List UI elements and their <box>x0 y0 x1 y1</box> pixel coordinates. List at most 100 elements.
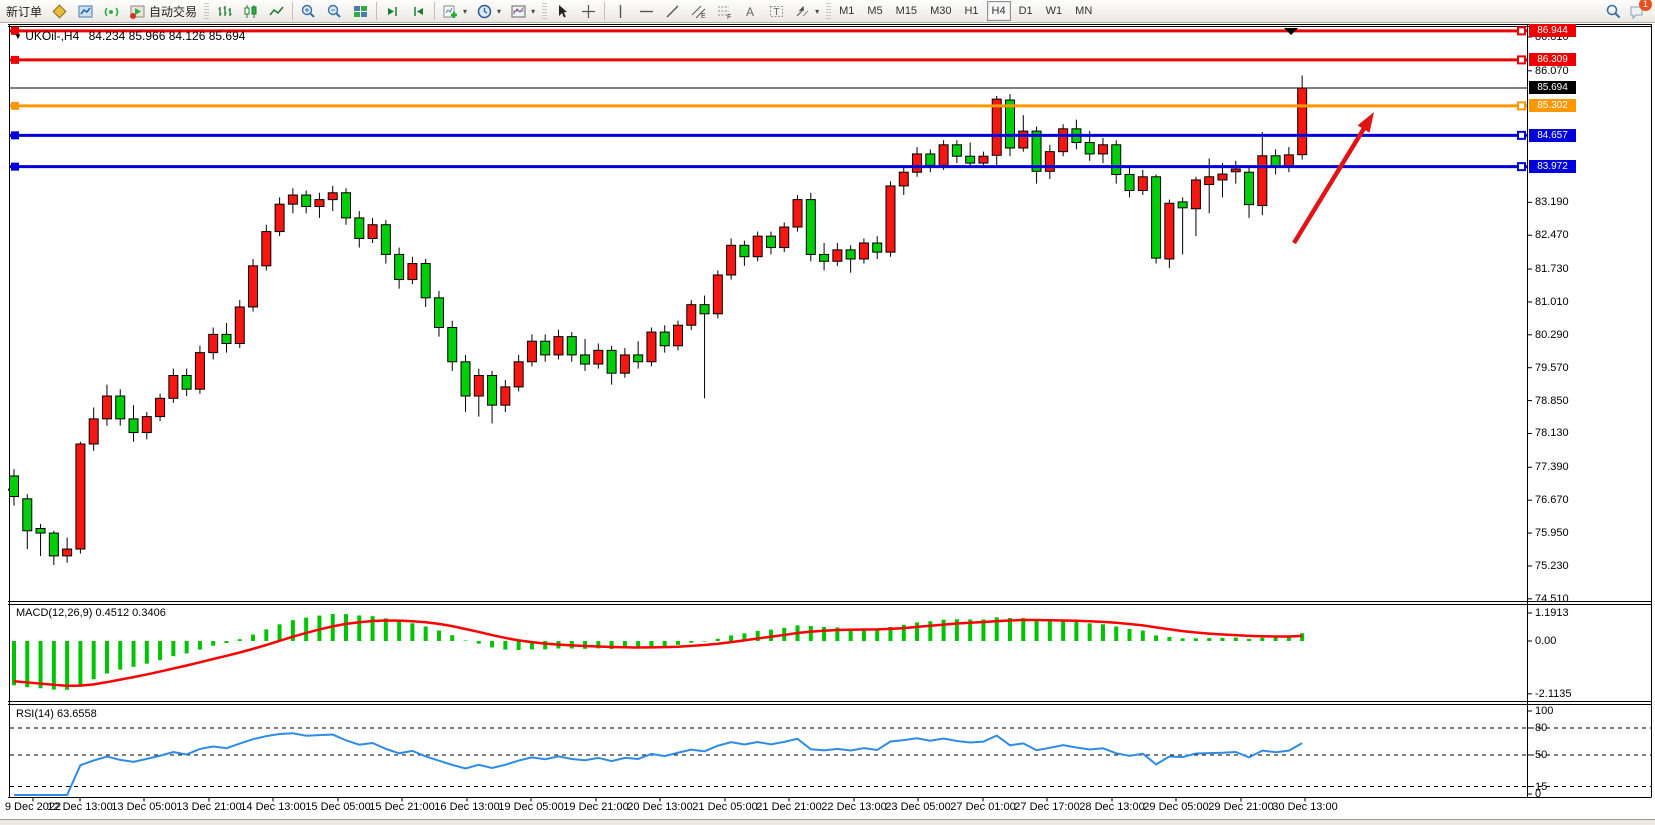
zoom-out-icon <box>327 4 341 18</box>
hline-handle[interactable] <box>11 55 19 64</box>
hline-tool-button[interactable] <box>634 0 659 22</box>
fibonacci-tool-button[interactable]: F <box>712 0 737 22</box>
hline-handle[interactable] <box>1517 55 1526 65</box>
chart-shift-button[interactable] <box>406 0 431 22</box>
price-line-badge: 83.972 <box>1529 160 1576 174</box>
add-indicator-icon <box>443 5 458 18</box>
hline-handle[interactable] <box>11 101 19 110</box>
price-tick: 82.470 <box>1535 229 1569 242</box>
timeframe-button-d1[interactable]: D1 <box>1018 5 1033 17</box>
annotation-arrow-head[interactable] <box>1357 112 1374 133</box>
price-line-badge: 84.657 <box>1529 128 1576 142</box>
time-label: 16 Dec 13:00 <box>434 801 500 813</box>
notifications-button[interactable]: 1 <box>1628 0 1652 20</box>
toolbar-separator <box>376 2 378 20</box>
timeframe-button-m5[interactable]: M5 <box>867 5 883 17</box>
price-tick: 76.670 <box>1535 494 1569 507</box>
hline-handle[interactable] <box>1517 130 1526 140</box>
period-button[interactable]: ▾ <box>472 0 505 22</box>
line-chart-button[interactable] <box>264 0 289 22</box>
chart-shift-marker[interactable] <box>1284 28 1298 35</box>
timeframe-button-w1[interactable]: W1 <box>1045 5 1063 17</box>
new-order-button[interactable]: 新订单 <box>2 0 46 22</box>
text-label-icon: T <box>770 5 784 18</box>
candle <box>593 349 604 365</box>
price-line-badge: 86.309 <box>1529 53 1576 67</box>
candle <box>1058 128 1069 153</box>
market-watch-button[interactable] <box>73 0 98 22</box>
candle <box>248 265 259 308</box>
candle <box>858 242 869 260</box>
vline-tool-button[interactable] <box>608 0 633 22</box>
timeframe-button-m1[interactable]: M1 <box>839 5 855 17</box>
time-label: 19 Dec 05:00 <box>498 801 564 813</box>
time-label: 30 Dec 13:00 <box>1272 801 1338 813</box>
candle <box>845 249 856 260</box>
macd-axis-tick: 0.00 <box>1535 635 1557 647</box>
candle <box>407 263 418 281</box>
candle <box>101 395 112 420</box>
trendline-icon <box>666 5 679 17</box>
hline-handle[interactable] <box>1517 162 1526 172</box>
add-indicator-button[interactable]: ▾ <box>438 0 471 22</box>
candle <box>1005 99 1015 149</box>
candle <box>526 340 537 363</box>
candle <box>566 336 577 356</box>
hline-handle[interactable] <box>11 162 19 171</box>
zoom-in-button[interactable] <box>296 0 321 22</box>
annotation-arrow[interactable] <box>1292 124 1368 245</box>
crosshair-button[interactable] <box>576 0 601 22</box>
candle <box>314 199 325 207</box>
hline-handle[interactable] <box>11 131 19 140</box>
hline-handle[interactable] <box>1517 26 1526 36</box>
candlestick-chart-icon <box>244 4 257 18</box>
candle <box>274 203 285 233</box>
signals-button[interactable] <box>99 0 124 22</box>
toolbar-separator <box>604 2 606 20</box>
time-label: 22 Dec 13:00 <box>821 801 887 813</box>
timeframe-button-h4[interactable]: H4 <box>986 1 1011 21</box>
text-tool-button[interactable]: A <box>738 0 763 22</box>
timeframe-button-h1[interactable]: H1 <box>964 5 979 17</box>
candle <box>261 231 272 267</box>
candlestick-chart-button[interactable] <box>238 0 263 22</box>
tile-windows-button[interactable] <box>348 0 373 22</box>
hline-handle[interactable] <box>11 26 19 35</box>
candle <box>832 249 843 262</box>
autotrading-button[interactable]: 自动交易 <box>125 0 201 22</box>
timeframe-group: M1 M5 M15 M30 H1 H4 D1 W1 MN <box>834 1 1097 21</box>
chevron-down-icon[interactable]: ▼ <box>14 32 22 41</box>
chart-plot[interactable] <box>0 23 1655 825</box>
candle <box>553 336 564 356</box>
cursor-button[interactable] <box>550 0 575 22</box>
trendline-tool-button[interactable] <box>660 0 685 22</box>
shapes-tool-button[interactable]: ▾ <box>790 0 823 22</box>
chart-ohlc-values: 84.234 85.966 84.126 85.694 <box>88 29 246 43</box>
candle <box>1031 130 1042 172</box>
candle <box>155 397 166 418</box>
price-tick: 75.950 <box>1535 527 1569 540</box>
timeframe-button-m15[interactable]: M15 <box>895 5 918 17</box>
price-line-badge: 86.944 <box>1529 24 1576 38</box>
time-label: 20 Dec 13:00 <box>627 801 693 813</box>
channel-tool-button[interactable]: E <box>686 0 711 22</box>
timeframe-button-m30[interactable]: M30 <box>930 5 952 17</box>
dropdown-caret: ▾ <box>815 6 820 16</box>
time-label: 19 Dec 21:00 <box>563 801 629 813</box>
bar-chart-button[interactable] <box>212 0 237 22</box>
zoom-out-button[interactable] <box>322 0 347 22</box>
svg-text:T: T <box>774 7 780 18</box>
candle <box>367 224 378 239</box>
timeframe-button-mn[interactable]: MN <box>1075 5 1093 17</box>
chart-profile-button[interactable] <box>47 0 72 22</box>
label-tool-button[interactable]: T <box>764 0 789 22</box>
auto-scroll-button[interactable] <box>380 0 405 22</box>
candle <box>194 352 205 390</box>
toolbar-grip <box>204 3 210 19</box>
candle <box>1164 202 1175 260</box>
search-icon[interactable] <box>1605 3 1622 20</box>
template-button[interactable]: ▾ <box>506 0 539 22</box>
candle <box>765 235 776 249</box>
hline-handle[interactable] <box>1517 101 1526 111</box>
candle <box>898 171 909 187</box>
